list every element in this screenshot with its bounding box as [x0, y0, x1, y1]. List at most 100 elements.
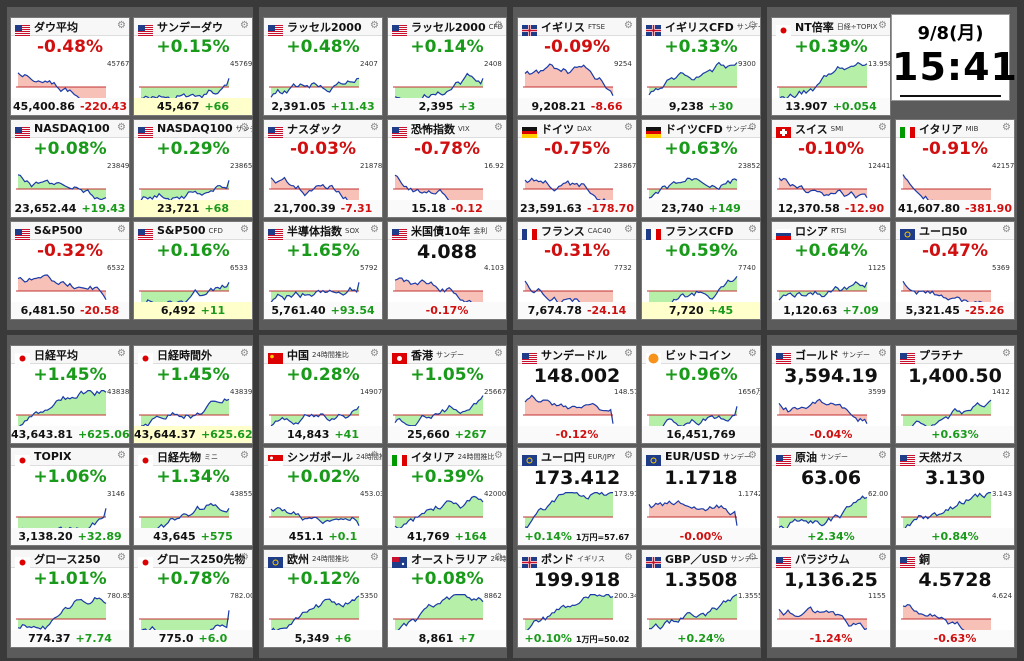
tile-sp500[interactable]: S&P500⚙-0.32%65326443Standard&Poor's 500…	[10, 221, 130, 320]
tile-nasdaq-comp[interactable]: ナスダック⚙-0.03%2187821534NASDAQ21,700.39-7.…	[263, 119, 383, 218]
tile-dow-sunday[interactable]: サンデーダウ⚙+0.15%4576945206Weekend Dow45,467…	[133, 17, 253, 116]
gear-icon[interactable]: ⚙	[748, 450, 757, 461]
gear-icon[interactable]: ⚙	[494, 348, 503, 359]
tile-smi[interactable]: スイスSMI⚙-0.10%1244112354SMI12,370.58-12.9…	[771, 119, 891, 218]
tile-nasdaq-sunday[interactable]: NASDAQ100サンデー⚙+0.29%2386523468NASDAQ 100…	[133, 119, 253, 218]
gear-icon[interactable]: ⚙	[494, 224, 503, 235]
gear-icon[interactable]: ⚙	[117, 122, 126, 133]
tile-subname: 24時間推比	[312, 350, 349, 359]
gear-icon[interactable]: ⚙	[117, 224, 126, 235]
gear-icon[interactable]: ⚙	[878, 122, 887, 133]
gear-icon[interactable]: ⚙	[748, 122, 757, 133]
tile-title: 中国 24時間推比 ⚙	[264, 346, 382, 364]
gear-icon[interactable]: ⚙	[117, 450, 126, 461]
tile-palladium[interactable]: パラジウム⚙1,136.2511551117-1.24%	[771, 549, 891, 648]
gear-icon[interactable]: ⚙	[624, 450, 633, 461]
tile-change-percent: -0.78%	[413, 139, 481, 159]
tile-euro50[interactable]: ユーロ50⚙-0.47%53695300ユーロ505,321.45-25.26	[895, 221, 1015, 320]
gear-icon[interactable]: ⚙	[624, 20, 633, 31]
tile-ftse-cfd[interactable]: イギリスCFDサンデー⚙+0.33%93009255FTSE 1009,238+…	[641, 17, 761, 116]
gear-icon[interactable]: ⚙	[1002, 122, 1011, 133]
tile-footer: 9,208.21 -8.66	[518, 98, 636, 115]
tile-nikkei[interactable]: 日経平均⚙+1.45%4383843343東証 日経225平均43,643.81…	[10, 345, 130, 444]
tile-btc[interactable]: ビットコイン⚙+0.96%1656万1628万CRYPTO BTC/JPY16,…	[641, 345, 761, 444]
gear-icon[interactable]: ⚙	[624, 552, 633, 563]
tile-russell[interactable]: ラッセル2000⚙+0.48%24072366Russell 2000 Inde…	[263, 17, 383, 116]
gear-icon[interactable]: ⚙	[748, 20, 757, 31]
gear-icon[interactable]: ⚙	[494, 20, 503, 31]
tile-nt[interactable]: NT倍率日経÷TOPIX⚙+0.39%13.95813.882日経平均÷TOPI…	[771, 17, 891, 116]
tile-nasdaq[interactable]: NASDAQ100⚙+0.08%2384923475ナスダック100 CFD23…	[10, 119, 130, 218]
tile-footer: 5,349 +6	[264, 630, 382, 647]
tile-cac-cfd[interactable]: フランスCFD⚙+0.59%77407650CAC 40 CFD7,720+45	[641, 221, 761, 320]
gear-icon[interactable]: ⚙	[494, 552, 503, 563]
gear-icon[interactable]: ⚙	[240, 552, 249, 563]
gear-icon[interactable]: ⚙	[1002, 224, 1011, 235]
tile-dow[interactable]: ダウ平均⚙-0.48%4576745211NYダウ(CFD)45,400.86-…	[10, 17, 130, 116]
tile-sox[interactable]: 半導体指数SOX⚙+1.65%57925687フィラデルフィア半導体指数5,76…	[263, 221, 383, 320]
gear-icon[interactable]: ⚙	[494, 122, 503, 133]
gear-icon[interactable]: ⚙	[240, 224, 249, 235]
gear-icon[interactable]: ⚙	[624, 224, 633, 235]
gear-icon[interactable]: ⚙	[1002, 348, 1011, 359]
tile-rts[interactable]: ロシアRTSI⚙+0.64%11251118ロシアRTS指数1,120.63+7…	[771, 221, 891, 320]
gear-icon[interactable]: ⚙	[624, 348, 633, 359]
gear-icon[interactable]: ⚙	[624, 122, 633, 133]
tile-dax[interactable]: ドイツDAX⚙-0.75%2386723548DAX23,591.63-178.…	[517, 119, 637, 218]
tile-platinum[interactable]: プラチナ⚙1,400.5014121373+0.63%	[895, 345, 1015, 444]
gear-icon[interactable]: ⚙	[117, 348, 126, 359]
gear-icon[interactable]: ⚙	[240, 20, 249, 31]
tile-ftse[interactable]: イギリスFTSE⚙-0.09%92549195FTSE1009,208.21-8…	[517, 17, 637, 116]
gear-icon[interactable]: ⚙	[240, 122, 249, 133]
gear-icon[interactable]: ⚙	[1002, 450, 1011, 461]
chart-high-label: 12441	[868, 162, 890, 170]
gear-icon[interactable]: ⚙	[878, 348, 887, 359]
gear-icon[interactable]: ⚙	[878, 20, 887, 31]
gear-icon[interactable]: ⚙	[494, 450, 503, 461]
gear-icon[interactable]: ⚙	[370, 122, 379, 133]
tile-topix[interactable]: TOPIX⚙+1.06%31463118東証 TOPIX3,138.20+32.…	[10, 447, 130, 546]
gear-icon[interactable]: ⚙	[370, 450, 379, 461]
tile-gbpjpy[interactable]: ポンドイギリス⚙199.918200.34198.65GBP/JPY+0.10%…	[517, 549, 637, 648]
gear-icon[interactable]: ⚙	[878, 450, 887, 461]
tile-nikkei-night[interactable]: 日経時間外⚙+1.45%4383942577DERIVED N22543,644…	[133, 345, 253, 444]
tile-australia[interactable]: オーストラリア24時間推比⚙+0.08%88628825Australia 20…	[387, 549, 507, 648]
tile-cac[interactable]: フランスCAC40⚙-0.31%77327649CAC407,674.78-24…	[517, 221, 637, 320]
gear-icon[interactable]: ⚙	[748, 224, 757, 235]
gear-icon[interactable]: ⚙	[370, 348, 379, 359]
gear-icon[interactable]: ⚙	[748, 552, 757, 563]
gear-icon[interactable]: ⚙	[117, 552, 126, 563]
gear-icon[interactable]: ⚙	[240, 348, 249, 359]
gear-icon[interactable]: ⚙	[240, 450, 249, 461]
gear-icon[interactable]: ⚙	[117, 20, 126, 31]
tile-gold[interactable]: ゴールドサンデー⚙3,594.1935993578金トロイオンス/ドル-0.04…	[771, 345, 891, 444]
tile-singapore[interactable]: シンガポール24時間推比⚙+0.02%453.03450.13sg30 CFD4…	[263, 447, 383, 546]
gear-icon[interactable]: ⚙	[370, 20, 379, 31]
gear-icon[interactable]: ⚙	[370, 224, 379, 235]
gear-icon[interactable]: ⚙	[748, 348, 757, 359]
gear-icon[interactable]: ⚙	[1002, 552, 1011, 563]
gear-icon[interactable]: ⚙	[878, 552, 887, 563]
tile-growth250[interactable]: グロース250⚙+1.01%780.85771.56東証774.37+7.74	[10, 549, 130, 648]
gear-icon[interactable]: ⚙	[878, 224, 887, 235]
gear-icon[interactable]: ⚙	[370, 552, 379, 563]
